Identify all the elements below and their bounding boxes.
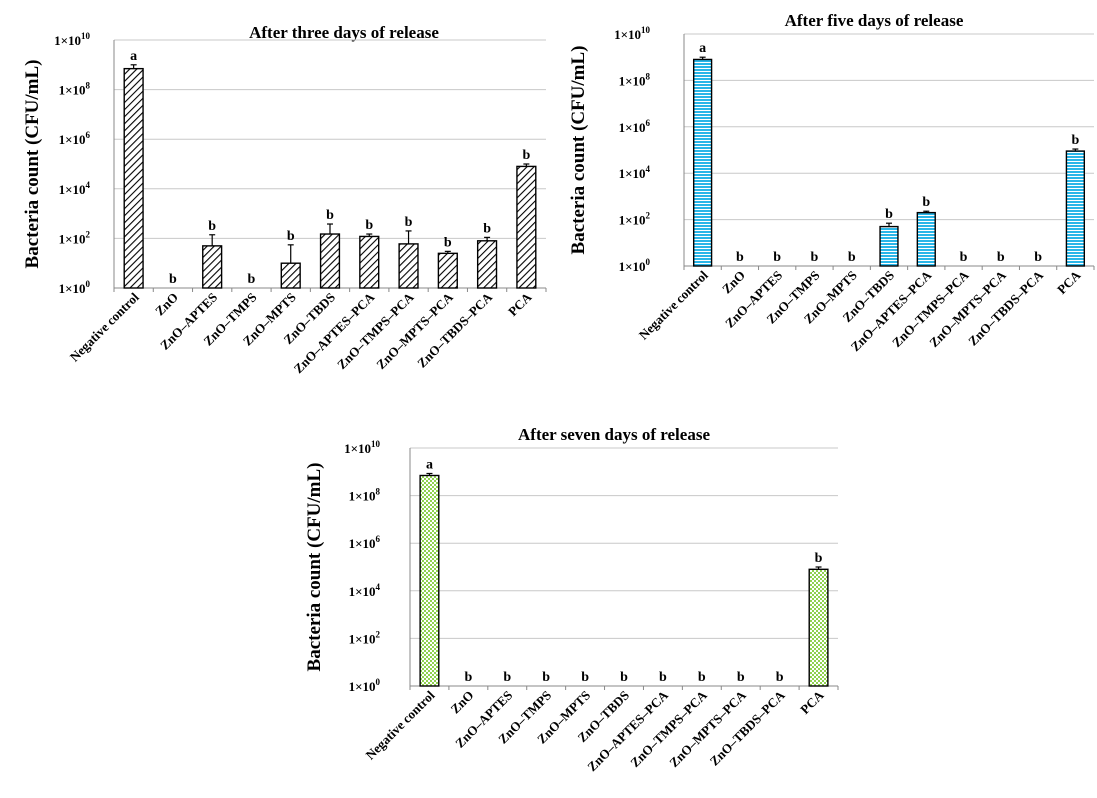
- y-tick-label: 1×102: [619, 211, 651, 228]
- significance-label: b: [620, 670, 628, 685]
- category-label: Negative control: [67, 289, 142, 364]
- bar: [398, 243, 419, 289]
- bar: [879, 225, 899, 267]
- significance-label: b: [464, 670, 472, 685]
- y-tick-label: 1×106: [59, 130, 91, 147]
- category-label: PCA: [505, 289, 535, 319]
- y-axis-label: Bacteria count (CFU/mL): [22, 60, 43, 269]
- significance-label: b: [848, 250, 856, 265]
- bar: [1065, 150, 1086, 267]
- significance-label: b: [169, 272, 177, 287]
- category-label: PCA: [797, 687, 827, 717]
- chart-after-seven-days: After seven days of release Bacteria coun…: [304, 425, 839, 774]
- significance-label: b: [522, 148, 530, 163]
- chart-title: After three days of release: [249, 23, 439, 42]
- bar: [319, 233, 341, 289]
- y-tick-label: 1×108: [349, 487, 381, 504]
- y-tick-label: 1×106: [619, 118, 651, 135]
- significance-label: a: [130, 49, 137, 64]
- significance-label: b: [659, 670, 667, 685]
- significance-label: b: [208, 219, 216, 234]
- category-label: Negative control: [636, 267, 711, 342]
- y-tick-label: 1×102: [349, 629, 381, 646]
- y-axis-label: Bacteria count (CFU/mL): [304, 463, 325, 672]
- chart-after-five-days: After five days of release Bacteria count…: [568, 11, 1095, 354]
- bar: [202, 245, 223, 289]
- significance-label: b: [997, 250, 1005, 265]
- y-tick-label: 1×108: [619, 71, 651, 88]
- significance-label: a: [699, 41, 706, 56]
- y-tick-label: 1×106: [349, 534, 381, 551]
- significance-label: b: [737, 670, 745, 685]
- category-label: ZnO–TBDS–PCA: [414, 289, 496, 371]
- significance-label: b: [287, 229, 295, 244]
- bar: [419, 474, 440, 687]
- significance-label: b: [960, 250, 968, 265]
- significance-label: b: [326, 208, 334, 223]
- bar: [692, 58, 713, 267]
- bar: [808, 568, 829, 687]
- y-tick-label: 1×1010: [54, 31, 90, 48]
- significance-label: a: [426, 457, 433, 472]
- bar: [359, 235, 380, 289]
- significance-label: b: [444, 235, 452, 250]
- chart-after-three-days: After three days of release Bacteria coun…: [22, 23, 547, 376]
- bar: [280, 262, 301, 289]
- significance-label: b: [885, 207, 893, 222]
- significance-label: b: [811, 250, 819, 265]
- y-tick-label: 1×100: [349, 677, 381, 694]
- chart-title: After seven days of release: [518, 425, 710, 444]
- y-tick-label: 1×1010: [614, 25, 650, 42]
- y-tick-label: 1×102: [59, 229, 91, 246]
- y-tick-label: 1×104: [59, 180, 91, 197]
- bar: [437, 252, 458, 289]
- significance-label: b: [736, 250, 744, 265]
- significance-label: b: [483, 221, 491, 236]
- significance-label: b: [542, 670, 550, 685]
- bar: [123, 67, 144, 289]
- significance-label: b: [815, 551, 823, 566]
- significance-label: b: [776, 670, 784, 685]
- bar: [516, 165, 537, 289]
- significance-label: b: [698, 670, 706, 685]
- y-tick-label: 1×100: [59, 279, 91, 296]
- significance-label: b: [405, 215, 413, 230]
- significance-label: b: [365, 218, 373, 233]
- y-axis-label: Bacteria count (CFU/mL): [568, 46, 589, 255]
- y-tick-label: 1×104: [619, 164, 651, 181]
- significance-label: b: [581, 670, 589, 685]
- category-label: Negative control: [363, 687, 438, 762]
- significance-label: b: [922, 195, 930, 210]
- category-label: ZnO: [447, 688, 476, 717]
- bar: [476, 240, 498, 289]
- significance-label: b: [1034, 250, 1042, 265]
- y-tick-label: 1×108: [59, 81, 91, 98]
- significance-label: b: [503, 670, 511, 685]
- bar: [916, 211, 936, 267]
- y-tick-label: 1×100: [619, 257, 651, 274]
- significance-label: b: [773, 250, 781, 265]
- significance-label: b: [1071, 133, 1079, 148]
- category-label: ZnO: [719, 268, 748, 297]
- y-tick-label: 1×104: [349, 582, 381, 599]
- chart-title: After five days of release: [785, 11, 964, 30]
- significance-label: b: [248, 272, 256, 287]
- y-tick-label: 1×1010: [344, 439, 380, 456]
- category-label: ZnO: [152, 290, 181, 319]
- category-label: PCA: [1054, 267, 1084, 297]
